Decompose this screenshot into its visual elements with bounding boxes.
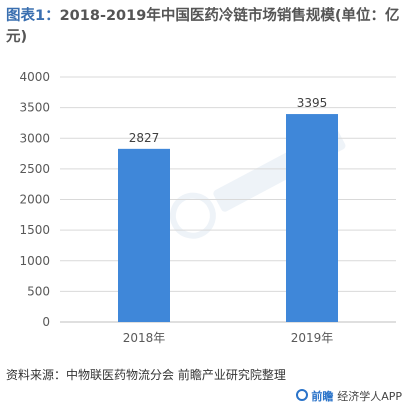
brand-logo-icon — [295, 389, 308, 401]
brand-logo-text: 前瞻 — [311, 390, 334, 403]
data-label: 2827 — [129, 131, 160, 145]
x-tick-label: 2019年 — [291, 331, 334, 345]
y-tick-label: 2000 — [19, 193, 50, 207]
y-tick-label: 500 — [27, 284, 50, 298]
y-tick-label: 0 — [42, 315, 50, 329]
chart-title-main: 2018-2019年中国医药冷链市场销售规模(单位：亿元) — [6, 8, 400, 45]
y-axis-ticks: 0 500 1000 1500 2000 2500 3000 3500 4000 — [19, 70, 50, 329]
bar — [118, 148, 170, 322]
y-tick-label: 1000 — [19, 254, 50, 268]
source-note: 资料来源：中物联医药物流分会 前瞻产业研究院整理 — [6, 368, 286, 382]
chart-title: 图表1：2018-2019年中国医药冷链市场销售规模(单位：亿元) — [6, 6, 402, 48]
y-tick-label: 1500 — [19, 223, 50, 237]
y-tick-label: 3000 — [19, 131, 50, 145]
y-tick-label: 2500 — [19, 162, 50, 176]
chart-title-prefix: 图表1： — [6, 8, 60, 24]
brand-mark: 前瞻 经济学人APP — [295, 388, 402, 404]
y-tick-label: 3500 — [19, 101, 50, 115]
bar — [286, 114, 338, 323]
brand-logo: 前瞻 — [295, 389, 338, 403]
bar-chart: 0 500 1000 1500 2000 2500 3000 3500 4000 2827 339… — [19, 70, 396, 345]
data-label: 3395 — [297, 96, 328, 110]
bars — [118, 114, 338, 323]
brand-app-text: 经济学人APP — [337, 390, 402, 403]
x-tick-label: 2018年 — [123, 331, 166, 345]
x-axis-ticks: 2018年 2019年 — [123, 331, 334, 345]
data-labels: 2827 3395 — [129, 96, 328, 145]
grid-lines — [60, 76, 396, 323]
y-tick-label: 4000 — [19, 70, 50, 84]
